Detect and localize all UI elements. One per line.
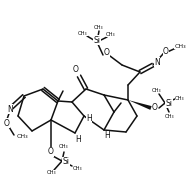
Text: CH₃: CH₃ [73, 165, 83, 171]
Text: CH₃: CH₃ [174, 44, 186, 48]
Text: CH₃: CH₃ [152, 88, 162, 93]
Polygon shape [128, 100, 152, 110]
Text: O: O [73, 65, 79, 73]
Text: CH₃: CH₃ [47, 171, 57, 176]
Text: O: O [163, 47, 169, 56]
Text: CH₃: CH₃ [78, 30, 88, 36]
Text: CH₃: CH₃ [16, 134, 28, 139]
Text: CH₃: CH₃ [94, 24, 104, 30]
Text: H: H [104, 131, 110, 140]
Text: H: H [86, 114, 92, 122]
Text: Si: Si [62, 157, 70, 166]
Text: CH₃: CH₃ [165, 114, 175, 119]
Text: N: N [7, 105, 13, 114]
Text: N: N [154, 57, 160, 67]
Text: O: O [104, 47, 110, 56]
Text: CH₃: CH₃ [106, 31, 116, 36]
Text: CH₃: CH₃ [59, 145, 69, 149]
Text: Si: Si [165, 99, 172, 108]
Text: O: O [152, 102, 158, 111]
Text: O: O [4, 119, 10, 128]
Text: CH₃: CH₃ [175, 96, 185, 100]
Text: O: O [48, 148, 54, 157]
Text: H: H [75, 134, 81, 143]
Text: Si: Si [94, 36, 100, 45]
